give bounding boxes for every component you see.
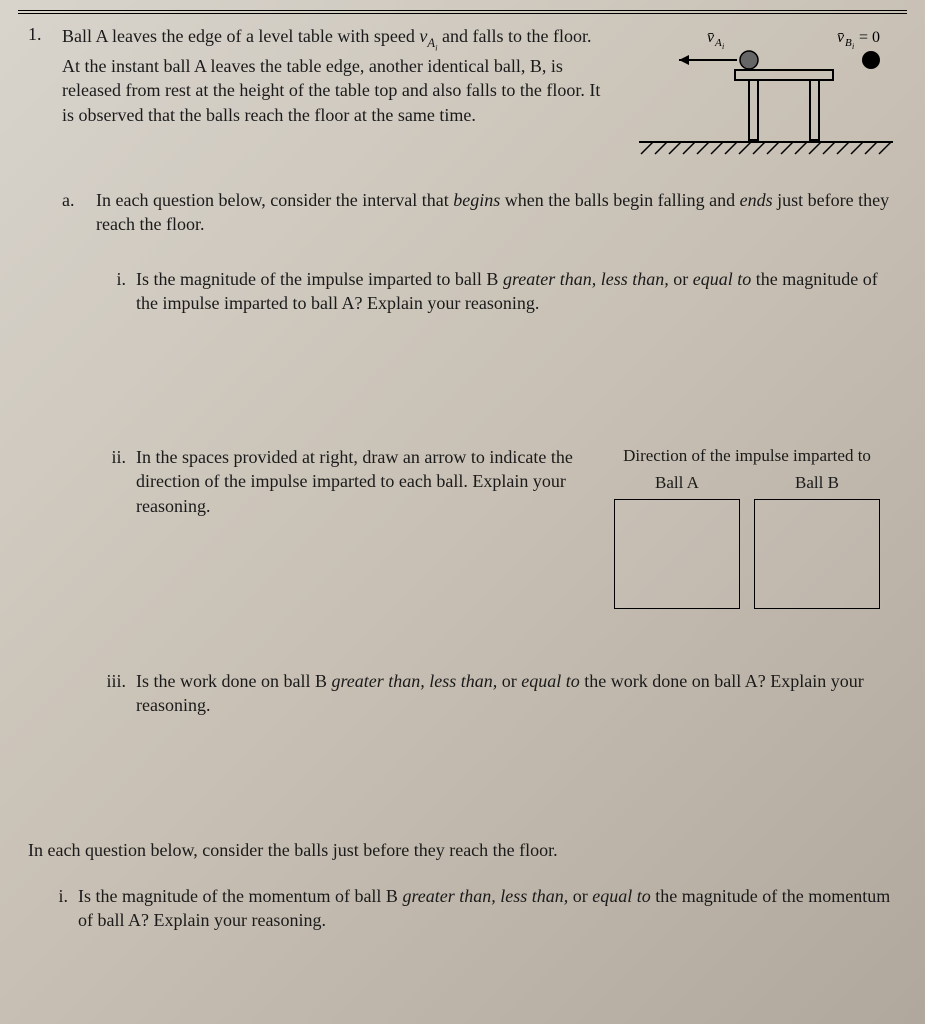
question-body: Ball A leaves the edge of a level table … — [62, 24, 897, 718]
roman-i: i. — [96, 267, 126, 316]
part-a-iii-text: Is the work done on ball B greater than,… — [136, 669, 897, 718]
part-a-text: In each question below, consider the int… — [96, 188, 897, 237]
part-a-iii: iii. Is the work done on ball B greater … — [96, 669, 897, 718]
question-number: 1. — [28, 24, 50, 45]
part-b-intro: In each question below, consider the bal… — [28, 838, 897, 862]
svg-text:= 0: = 0 — [859, 29, 880, 46]
impulse-title: Direction of the impulse imparted to — [597, 445, 897, 468]
part-a-ii: ii. In the spaces provided at right, dra… — [96, 445, 897, 609]
box-a — [614, 499, 740, 609]
table-balls-diagram: v̄ A i v̄ B i = 0 — [627, 24, 897, 184]
part-a-i-text: Is the magnitude of the impulse imparted… — [136, 267, 897, 316]
roman-iii: iii. — [96, 669, 126, 718]
part-a-i: i. Is the magnitude of the impulse impar… — [96, 267, 897, 316]
part-a-ii-body: In the spaces provided at right, draw an… — [136, 445, 897, 609]
question-1: 1. Ball A leaves the edge of a level tab… — [28, 24, 897, 718]
svg-text:v̄: v̄ — [837, 29, 845, 46]
svg-text:v̄: v̄ — [707, 29, 715, 46]
svg-text:A: A — [714, 37, 722, 49]
part-b: In each question below, consider the bal… — [28, 838, 897, 933]
roman-b-i: i. — [46, 884, 68, 933]
intro-text: Ball A leaves the edge of a level table … — [62, 24, 613, 184]
svg-text:i: i — [722, 42, 724, 51]
svg-text:B: B — [845, 37, 852, 49]
svg-text:i: i — [852, 42, 854, 51]
part-a-ii-text: In the spaces provided at right, draw an… — [136, 445, 579, 518]
worksheet-page: 1. Ball A leaves the edge of a level tab… — [0, 0, 925, 943]
box-a-col: Ball A — [614, 472, 740, 609]
part-b-i: i. Is the magnitude of the momentum of b… — [46, 884, 897, 933]
impulse-boxes: Direction of the impulse imparted to Bal… — [597, 445, 897, 609]
part-b-i-text: Is the magnitude of the momentum of ball… — [78, 884, 897, 933]
box-a-label: Ball A — [614, 472, 740, 495]
part-a: a. In each question below, consider the … — [62, 188, 897, 237]
box-b-col: Ball B — [754, 472, 880, 609]
top-rule — [18, 10, 907, 14]
box-b-label: Ball B — [754, 472, 880, 495]
box-b — [754, 499, 880, 609]
part-a-letter: a. — [62, 188, 86, 237]
intro-wrap: Ball A leaves the edge of a level table … — [62, 24, 897, 184]
boxes-row: Ball A Ball B — [597, 472, 897, 609]
roman-ii: ii. — [96, 445, 126, 609]
impulse-wrap: In the spaces provided at right, draw an… — [136, 445, 897, 609]
